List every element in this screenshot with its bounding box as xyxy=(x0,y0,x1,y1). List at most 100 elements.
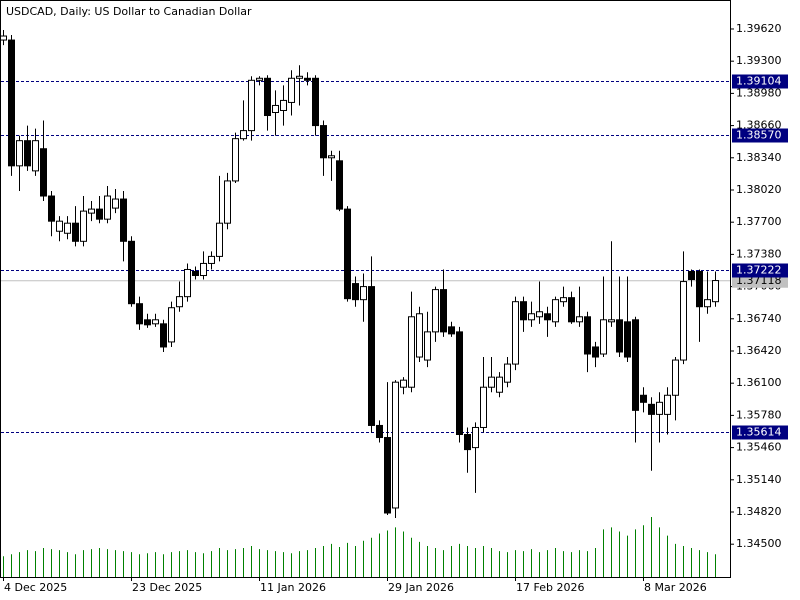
x-tick-label: 29 Jan 2026 xyxy=(388,581,454,594)
candle-body xyxy=(184,268,191,298)
y-tick-label: 1.36420 xyxy=(736,344,782,357)
candle-body xyxy=(472,426,479,449)
candle-body xyxy=(200,262,207,277)
candle-body xyxy=(16,140,23,167)
candle-body xyxy=(608,319,615,323)
candle-body xyxy=(176,296,183,308)
x-tick-label: 11 Jan 2026 xyxy=(260,581,326,594)
y-tick-label: 1.37380 xyxy=(736,247,782,260)
x-tick-label: 8 Mar 2026 xyxy=(644,581,707,594)
candle-body xyxy=(456,331,463,436)
candle-body xyxy=(280,99,287,111)
candle-body xyxy=(392,381,399,509)
x-tick-label: 17 Feb 2026 xyxy=(516,581,584,594)
candle-body xyxy=(288,77,295,103)
candle-body xyxy=(344,208,351,300)
x-tick-label: 23 Dec 2025 xyxy=(132,581,202,594)
candle-body xyxy=(336,160,343,210)
candle-body xyxy=(640,394,647,403)
candle-body xyxy=(488,376,495,388)
candle-body xyxy=(168,307,175,343)
y-tick-label: 1.38340 xyxy=(736,151,782,164)
level-label: 1.38570 xyxy=(736,129,782,142)
candle-body xyxy=(616,319,623,353)
candle-body xyxy=(440,289,447,333)
candle-body xyxy=(296,75,303,79)
candle-body xyxy=(416,313,423,358)
candle-body xyxy=(600,319,607,355)
candle-body xyxy=(24,140,31,167)
candle-body xyxy=(448,326,455,335)
candle-body xyxy=(464,434,471,451)
candle-body xyxy=(680,281,687,361)
y-tick-label: 1.38020 xyxy=(736,183,782,196)
candle-body xyxy=(8,39,15,167)
candle-body xyxy=(208,255,215,264)
candle-body xyxy=(256,77,263,81)
y-tick-label: 1.36100 xyxy=(736,376,782,389)
candle-body xyxy=(320,125,327,159)
candle-body xyxy=(88,208,95,214)
x-tick-label: 4 Dec 2025 xyxy=(4,581,67,594)
candle-body xyxy=(560,297,567,303)
chart-title: USDCAD, Daily: US Dollar to Canadian Dol… xyxy=(6,5,252,18)
candle-body xyxy=(120,198,127,242)
y-tick-label: 1.35140 xyxy=(736,473,782,486)
level-label: 1.37222 xyxy=(736,264,782,277)
candle-body xyxy=(112,198,119,209)
level-label-bg xyxy=(732,263,788,278)
candle-body xyxy=(576,316,583,323)
candle-body xyxy=(0,35,7,41)
candle-body xyxy=(232,138,239,182)
candle-body xyxy=(544,313,551,321)
candle-body xyxy=(192,270,199,277)
candle-body xyxy=(56,220,63,232)
candle-body xyxy=(64,222,71,234)
level-label: 1.39104 xyxy=(736,75,782,88)
level-label-bg xyxy=(732,128,788,143)
candle-body xyxy=(552,299,559,323)
candle-body xyxy=(536,311,543,318)
candle-body xyxy=(328,155,335,159)
level-label: 1.35614 xyxy=(736,426,782,439)
level-label-bg xyxy=(732,74,788,89)
candle-body xyxy=(144,319,151,326)
candle-body xyxy=(424,331,431,361)
candle-body xyxy=(264,77,271,117)
candle-body xyxy=(648,403,655,415)
candle-body xyxy=(584,316,591,355)
candle-body xyxy=(224,180,231,224)
candle-body xyxy=(704,299,711,308)
candle-body xyxy=(48,195,55,222)
candle-body xyxy=(688,270,695,281)
candle-body xyxy=(368,286,375,426)
candle-body xyxy=(248,79,255,132)
y-tick-label: 1.36740 xyxy=(736,312,782,325)
y-tick-label: 1.34500 xyxy=(736,537,782,550)
candle-body xyxy=(528,313,535,321)
candle-body xyxy=(496,376,503,393)
candle-body xyxy=(624,321,631,358)
candle-body xyxy=(312,77,319,127)
y-tick-label: 1.35460 xyxy=(736,441,782,454)
level-label-bg xyxy=(732,425,788,440)
y-tick-label: 1.35780 xyxy=(736,408,782,421)
candle-body xyxy=(712,280,719,303)
candle-body xyxy=(128,240,135,305)
candle-body xyxy=(96,208,103,220)
candle-body xyxy=(32,140,39,172)
candle-body xyxy=(384,437,391,514)
candle-body xyxy=(160,323,167,348)
candle-body xyxy=(512,301,519,365)
y-tick-label: 1.39620 xyxy=(736,22,782,35)
candle-body xyxy=(408,316,415,388)
candle-body xyxy=(360,286,367,301)
candle-body xyxy=(40,148,47,197)
y-tick-label: 1.38660 xyxy=(736,119,782,132)
candle-body xyxy=(696,270,703,308)
candle-body xyxy=(352,283,359,301)
y-tick-label: 1.39300 xyxy=(736,54,782,67)
candle-body xyxy=(664,394,671,415)
candle-body xyxy=(480,386,487,428)
